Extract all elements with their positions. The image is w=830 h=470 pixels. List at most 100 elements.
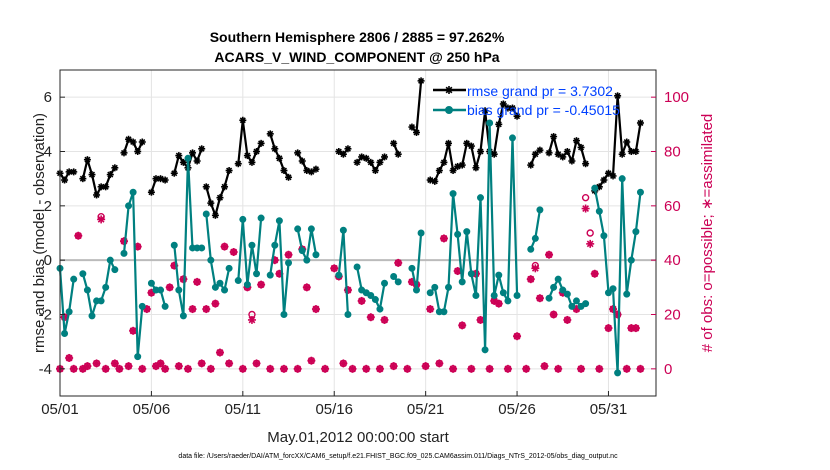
obs-assimilated-marker [188,305,197,314]
rmse-point [582,160,590,168]
rmse-point [458,161,466,169]
rmse-point [609,172,617,180]
legend-bias-marker [445,106,453,114]
bias-point [298,247,306,255]
bias-line-segment [58,268,75,335]
x-tick-label: 05/16 [315,401,353,418]
obs-assimilated-marker [526,275,535,284]
data-file-footnote: data file: /Users/raeder/DAI/ATM_forcXX/… [178,453,618,460]
rmse-point [179,158,187,166]
bias-point [582,300,590,308]
y-left-tick-label: 0 [44,252,52,269]
rmse-point [198,145,206,153]
bias-point [88,312,96,320]
rmse-point [70,168,78,176]
obs-assimilated-marker [421,362,430,371]
rmse-point [527,161,535,169]
obs-assimilated-marker [577,364,586,373]
bias-point [458,278,466,286]
bias-point [591,184,599,192]
rmse-point [554,150,562,158]
rmse-point [463,139,471,147]
rmse-point [618,150,626,158]
bias-point [550,283,558,291]
rmse-point [440,158,448,166]
obs-assimilated-marker [590,269,599,278]
bias-point [426,289,434,297]
plot-background [60,70,656,396]
x-tick-label: 05/31 [590,401,628,418]
bias-point [499,289,507,297]
obs-assimilated-marker [151,362,160,371]
obs-assimilated-marker [74,231,83,240]
y-axis-left-ticks: -4 -2 0 2 4 6 [39,89,65,378]
bias-point [65,308,73,316]
obs-assimilated-marker [394,258,403,267]
bias-point [184,154,192,162]
bias-point [495,271,503,279]
obs-assimilated-marker [357,296,366,305]
bias-point [513,291,521,299]
rmse-point [495,120,503,128]
rmse-point [307,168,315,176]
obs-assimilated-marker [311,305,320,314]
obs-possible-marker [581,193,590,202]
rmse-point [106,171,114,179]
bias-point [207,256,215,264]
obs-assimilated-marker [366,313,375,322]
obs-assimilated-marker [183,364,192,373]
bias-point [61,330,69,338]
bias-point [307,225,315,233]
rmse-point [93,191,101,199]
obs-assimilated-marker [97,215,106,224]
bias-point [367,291,375,299]
obs-assimilated-marker [586,239,595,248]
obs-assimilated-marker [238,364,247,373]
obs-assimilated-marker [503,364,512,373]
rmse-point [563,148,571,155]
bias-point [623,290,631,298]
x-axis-ticks: 05/01 05/06 05/11 05/16 05/21 05/26 05/31 [41,391,627,418]
rmse-point [531,150,539,158]
obs-assimilated-marker [554,364,563,373]
legend-rmse-symbol [445,86,453,94]
rmse-point [111,164,119,172]
rmse-point [193,157,201,165]
bias-point [79,270,87,278]
rmse-point [152,175,160,183]
y-left-tick-label: 6 [44,89,52,106]
rmse-point [481,107,489,115]
rmse-point [371,167,379,175]
bias-point [454,230,462,238]
bias-line-segment [237,218,263,286]
bias-point [175,286,183,294]
bias-point [225,264,233,272]
obs-assimilated-marker [174,362,183,371]
bias-point [554,275,562,283]
rmse-point [476,148,484,155]
bias-point [312,251,320,259]
bias-point [481,346,489,354]
rmse-point [408,123,416,131]
rmse-point [129,138,137,146]
obs-assimilated-marker [156,359,165,368]
rmse-point [367,158,375,166]
rmse-point [211,211,219,219]
rmse-point [550,133,558,141]
rmse-point [134,148,142,155]
obs-assimilated-marker [252,359,261,368]
obs-assimilated-marker [211,299,220,308]
rmse-point [362,154,370,162]
bias-point [303,256,311,264]
rmse-point [161,176,169,184]
obs-assimilated-marker [92,359,101,368]
bias-point [472,291,480,299]
obs-assimilated-marker [257,280,266,289]
bias-point [111,266,119,274]
obs-assimilated-marker [439,234,448,243]
bias-point [444,283,452,291]
bias-point [102,283,110,291]
obs-assimilated-marker [206,364,215,373]
y-right-tick-label: 80 [664,144,681,161]
bias-point [568,302,576,310]
